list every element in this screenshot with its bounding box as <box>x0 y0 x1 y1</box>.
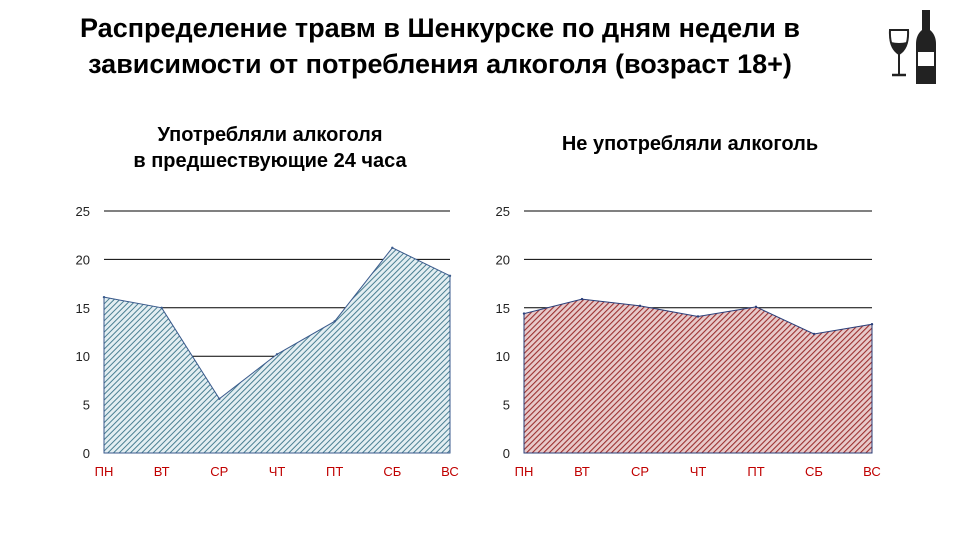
left-x-tick-label: ЧТ <box>269 464 286 479</box>
right-data-point <box>812 332 816 336</box>
right-y-tick-label: 15 <box>496 301 510 316</box>
right-y-tick-label: 0 <box>503 446 510 461</box>
right-x-tick-label: ВТ <box>574 464 590 479</box>
slide-title-line2: зависимости от потребления алкоголя (воз… <box>88 49 792 79</box>
wine-bottle-and-glass-icon <box>888 10 936 84</box>
left-y-tick-label: 10 <box>76 349 90 364</box>
right-y-tick-label: 10 <box>496 349 510 364</box>
left-data-point <box>160 306 163 309</box>
left-x-tick-label: СБ <box>383 464 401 479</box>
right-area-series <box>523 298 873 454</box>
left-x-tick-label: ПТ <box>326 464 343 479</box>
right-chart-title: Не употребляли алкоголь <box>480 131 900 157</box>
left-x-tick-label: ВТ <box>154 464 170 479</box>
right-data-point <box>638 304 642 308</box>
right-x-tick-label: ПТ <box>747 464 764 479</box>
right-data-point <box>522 312 526 315</box>
left-y-tick-label: 25 <box>76 204 90 219</box>
left-data-point <box>448 274 452 278</box>
right-data-point <box>580 297 584 301</box>
left-area-series <box>103 247 451 454</box>
right-x-tick-label: ЧТ <box>690 464 707 479</box>
left-y-tick-label: 20 <box>76 252 90 267</box>
left-data-point <box>391 246 394 249</box>
right-y-tick-label: 20 <box>496 252 510 267</box>
left-chart-title-line2: в предшествующие 24 часа <box>133 150 407 172</box>
left-chart-title: Употребляли алкоголя в предшествующие 24… <box>70 122 470 174</box>
right-data-point <box>696 315 700 318</box>
left-x-tick-label: ВС <box>441 464 459 479</box>
right-data-point <box>870 323 874 326</box>
left-data-point <box>218 397 221 400</box>
left-x-tick-label: СР <box>210 464 228 479</box>
left-data-point <box>275 353 279 356</box>
right-y-tick-label: 5 <box>503 398 510 413</box>
right-x-tick-label: ПН <box>515 464 534 479</box>
left-area-chart: 0 5 10 15 20 25 ПН ВТ СР ЧТ ПТ СБ ВС <box>76 204 459 479</box>
right-x-tick-label: СР <box>631 464 649 479</box>
left-data-point <box>333 320 336 323</box>
right-x-tick-label: ВС <box>863 464 881 479</box>
left-data-point <box>102 295 106 299</box>
left-x-tick-label: ПН <box>95 464 114 479</box>
right-y-tick-label: 25 <box>496 204 510 219</box>
slide-title: Распределение травм в Шенкурске по дням … <box>0 10 880 82</box>
left-y-tick-label: 0 <box>83 446 90 461</box>
left-chart-title-line1: Употребляли алкоголя <box>157 124 383 146</box>
left-y-tick-label: 5 <box>83 398 90 413</box>
slide-title-line1: Распределение травм в Шенкурске по дням … <box>80 13 800 43</box>
right-chart-title-line1: Не употребляли алкоголь <box>561 133 819 155</box>
right-area-chart: 0 5 10 15 20 25 ПН ВТ СР ЧТ ПТ СБ ВС <box>496 204 881 479</box>
right-x-tick-label: СБ <box>805 464 823 479</box>
right-data-point <box>754 305 758 309</box>
left-y-tick-label: 15 <box>76 301 90 316</box>
